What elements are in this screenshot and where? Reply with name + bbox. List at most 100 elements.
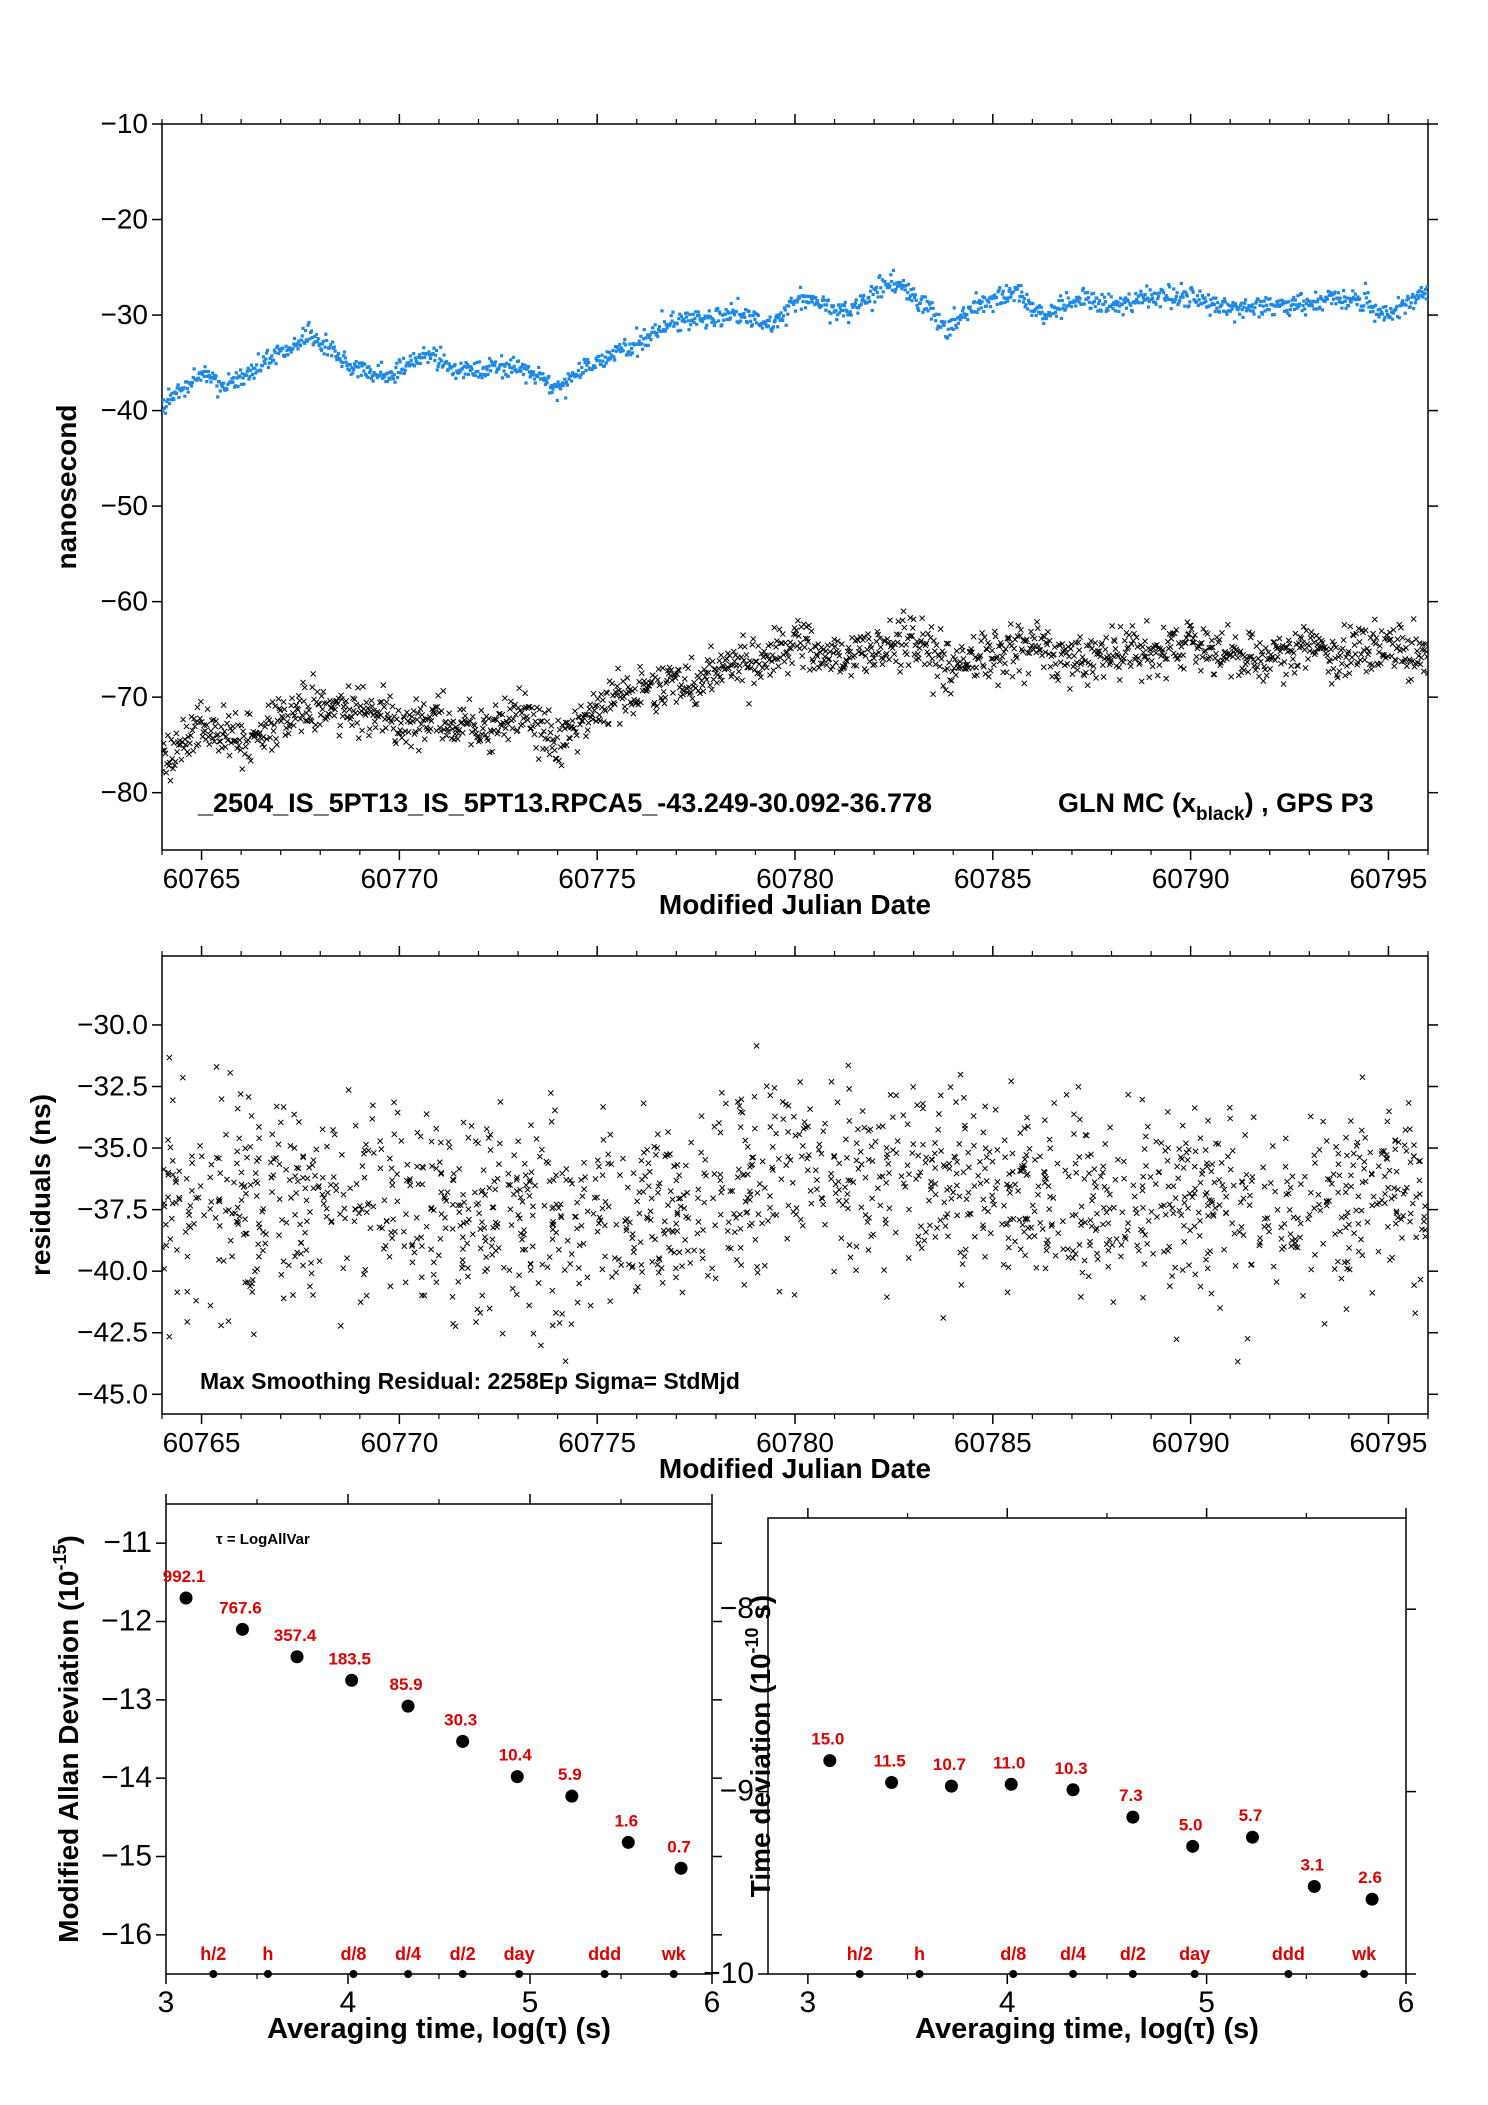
data-point — [823, 1754, 837, 1768]
data-point — [507, 363, 511, 367]
data-point — [619, 346, 624, 350]
data-point — [329, 342, 333, 347]
data-point — [500, 1264, 507, 1271]
data-point — [599, 697, 606, 703]
data-point — [1052, 1252, 1059, 1259]
data-point — [381, 373, 385, 377]
data-point — [659, 665, 666, 672]
data-point — [524, 717, 531, 723]
data-point — [989, 1158, 996, 1165]
data-point — [848, 672, 855, 679]
data-point — [738, 1096, 745, 1103]
data-point — [1413, 301, 1417, 305]
time-marker-label: ddd — [588, 1944, 621, 1964]
data-point — [445, 1139, 452, 1145]
data-point — [1242, 305, 1246, 309]
data-point — [897, 668, 904, 675]
data-point — [1183, 304, 1187, 308]
data-point — [1249, 631, 1256, 637]
data-point — [750, 323, 754, 327]
data-point — [935, 1126, 942, 1133]
data-point — [502, 725, 509, 732]
data-point — [245, 737, 252, 744]
data-point — [318, 693, 325, 700]
data-point — [1357, 297, 1362, 301]
data-point — [1343, 663, 1350, 669]
data-point — [441, 363, 445, 368]
data-point — [890, 279, 894, 284]
data-point — [1387, 636, 1394, 643]
data-point — [691, 701, 698, 708]
data-point — [1032, 309, 1037, 313]
data-point — [1203, 296, 1207, 300]
data-point — [1026, 1233, 1033, 1240]
data-point — [750, 1154, 757, 1161]
data-point — [323, 700, 330, 707]
data-point — [678, 328, 683, 333]
data-point — [914, 298, 918, 302]
data-point — [1110, 1299, 1117, 1306]
data-point — [1187, 304, 1191, 308]
data-point — [792, 631, 799, 638]
data-point — [1316, 1146, 1323, 1153]
data-point — [680, 319, 684, 323]
data-point — [374, 373, 379, 377]
data-point — [1347, 623, 1354, 630]
data-point — [662, 328, 666, 332]
data-point — [1393, 1168, 1400, 1175]
data-point — [1130, 309, 1135, 314]
data-point — [573, 732, 580, 739]
data-point — [1257, 1235, 1264, 1241]
data-point — [311, 343, 315, 347]
data-point — [766, 1204, 773, 1211]
data-point — [842, 1136, 849, 1143]
data-point — [858, 294, 863, 298]
data-point — [267, 361, 271, 365]
point-label: 0.7 — [667, 1837, 691, 1856]
data-point — [754, 1263, 761, 1270]
data-point — [1044, 1242, 1051, 1249]
data-point — [835, 317, 839, 322]
data-point — [804, 300, 809, 304]
data-point — [1226, 1104, 1233, 1111]
data-point — [887, 617, 893, 624]
data-point — [1088, 637, 1094, 644]
data-point — [760, 326, 765, 330]
data-point — [1124, 306, 1129, 310]
data-point — [1073, 300, 1077, 304]
data-point — [1164, 655, 1170, 662]
data-point — [429, 706, 436, 713]
data-point — [968, 305, 972, 309]
data-point — [451, 371, 455, 376]
data-point — [475, 1140, 482, 1147]
data-point — [1355, 302, 1359, 307]
data-point — [379, 360, 384, 364]
data-point — [961, 306, 966, 310]
data-point — [742, 661, 749, 668]
data-point — [547, 374, 551, 379]
data-point — [608, 357, 613, 361]
data-point — [276, 351, 281, 356]
data-point — [239, 766, 246, 772]
data-point — [1232, 634, 1239, 641]
data-point — [183, 394, 187, 398]
data-point — [323, 1213, 330, 1220]
data-point — [1305, 1216, 1312, 1223]
data-point — [547, 1090, 554, 1096]
point-label: 30.3 — [444, 1710, 477, 1729]
data-point — [1352, 651, 1359, 658]
data-point — [1062, 1167, 1069, 1174]
data-point — [791, 1291, 798, 1298]
data-point — [1182, 640, 1189, 647]
data-point — [1124, 645, 1131, 652]
data-point — [1112, 645, 1119, 652]
data-point — [1097, 1173, 1104, 1180]
data-point — [723, 312, 727, 316]
data-point — [660, 1227, 667, 1234]
data-point — [717, 310, 722, 314]
plot-frame — [161, 123, 1429, 851]
data-point — [503, 718, 510, 725]
data-point — [186, 751, 192, 758]
data-point — [189, 382, 193, 386]
data-point — [1073, 1169, 1080, 1176]
